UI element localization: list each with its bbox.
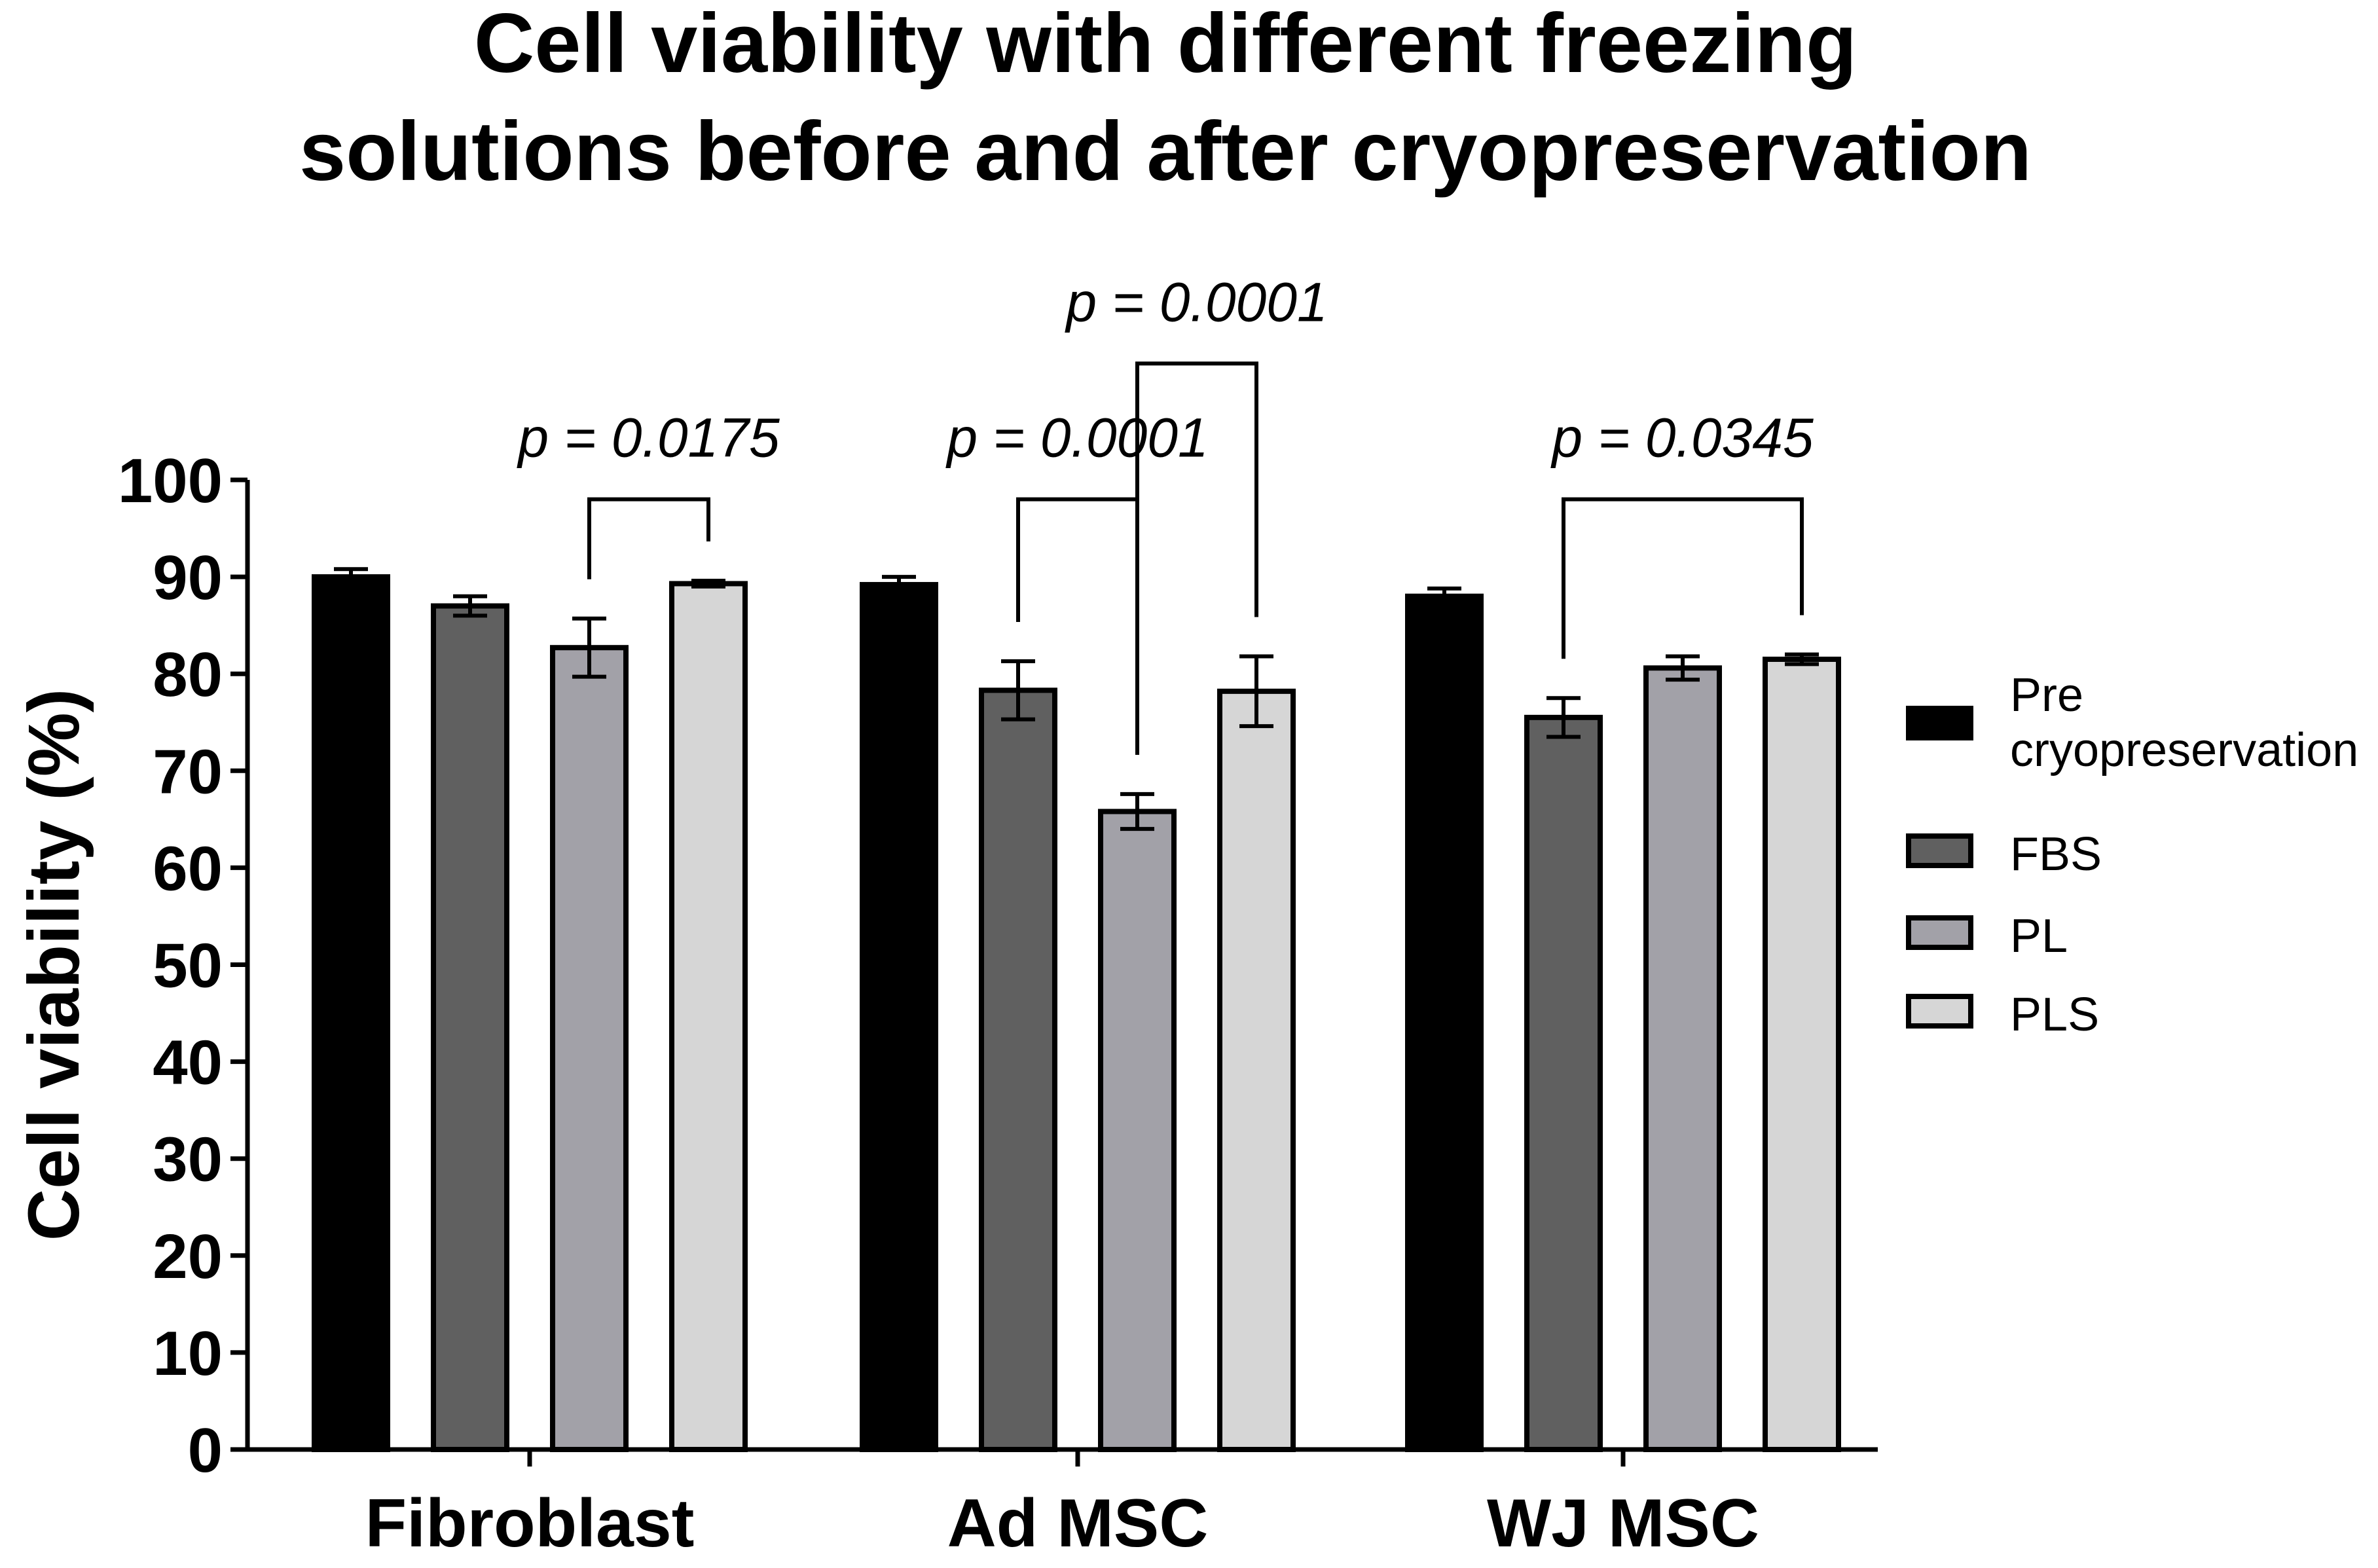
y-tick-label: 100 — [118, 446, 223, 516]
y-tick-label: 50 — [153, 931, 223, 1001]
y-tick-label: 70 — [153, 737, 223, 807]
x-category-label: WJ MSC — [1487, 1486, 1759, 1561]
significance-bracket — [587, 497, 710, 579]
bar-fbs — [431, 603, 509, 1452]
legend-swatch — [1906, 706, 1973, 740]
y-tick-label: 80 — [153, 640, 223, 710]
y-tick-label: 20 — [153, 1222, 223, 1292]
p-value-label: p = 0.0001 — [945, 407, 1208, 469]
y-tick-label: 30 — [153, 1125, 223, 1195]
legend-label: PLS — [2010, 989, 2099, 1041]
p-value-label: p = 0.0345 — [1550, 407, 1814, 469]
significance-bracket — [1562, 497, 1804, 659]
bar-pl — [550, 645, 629, 1452]
chart-title-line-2: solutions before and after cryopreservat… — [299, 105, 2032, 198]
significance-bracket — [1135, 361, 1258, 755]
bar-pls — [1763, 656, 1841, 1452]
bar-pls — [669, 581, 748, 1452]
bar-fbs — [1524, 714, 1603, 1452]
x-category-label: Fibroblast — [365, 1486, 695, 1561]
y-tick-label: 90 — [153, 543, 223, 613]
y-tick-label: 10 — [153, 1319, 223, 1389]
legend-label: cryopreservation — [2010, 724, 2358, 776]
y-axis-label: Cell viability (%) — [14, 689, 94, 1241]
bar-fbs — [979, 687, 1057, 1452]
bar-pre-cryopreservation — [1405, 593, 1484, 1452]
y-tick-label: 40 — [153, 1028, 223, 1098]
p-value-label: p = 0.0175 — [516, 407, 780, 469]
y-tick-label: 0 — [188, 1415, 223, 1486]
legend-label: FBS — [2010, 828, 2102, 881]
bar-pre-cryopreservation — [312, 574, 390, 1452]
legend-swatch — [1906, 994, 1973, 1029]
chart-title-line-1: Cell viability with different freezing — [474, 0, 1857, 90]
bar-pls — [1217, 688, 1296, 1452]
bar-pl — [1643, 665, 1722, 1453]
legend-label: PL — [2010, 910, 2068, 962]
x-category-label: Ad MSC — [947, 1486, 1209, 1561]
legend-label: Pre — [2010, 669, 2083, 721]
legend-swatch — [1906, 833, 1973, 868]
y-tick-label: 60 — [153, 833, 223, 903]
p-value-label: p = 0.0001 — [1064, 271, 1327, 333]
bar-pre-cryopreservation — [860, 581, 938, 1452]
bar-pl — [1098, 809, 1177, 1452]
legend-swatch — [1906, 915, 1973, 950]
